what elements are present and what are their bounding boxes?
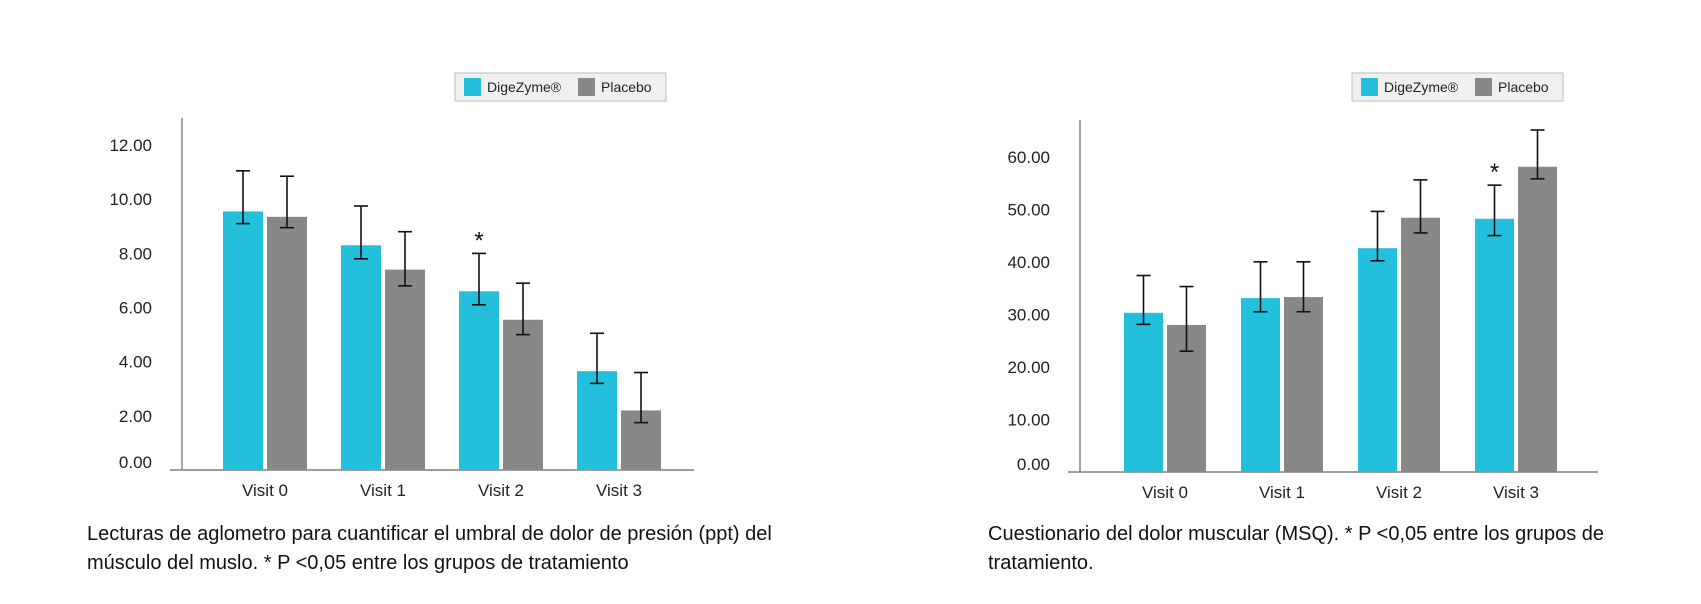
bar-digezyme-1: [341, 245, 381, 470]
y-tick-label: 40.00: [1007, 253, 1050, 272]
y-tick-label: 6.00: [119, 299, 152, 318]
legend-box: [454, 72, 667, 102]
bar-chart-pressure-threshold: 0.00 2.00 4.00 6.00 8.00 10.00 12.00 Visit 0 Vis…: [109, 72, 694, 500]
x-tick-label: Visit 3: [596, 481, 642, 500]
y-tick-label: 0.00: [119, 453, 152, 472]
chart-panel-msq: 0.00 10.00 20.00 30.00 40.00 50.00 60.00 Visit …: [850, 0, 1700, 604]
legend-label-placebo: Placebo: [1498, 79, 1549, 95]
chart-caption: Lecturas de aglometro para cuantificar e…: [87, 523, 772, 574]
y-tick-label: 4.00: [119, 353, 152, 372]
bar-digezyme-2: [1358, 248, 1397, 472]
y-tick-label: 0.00: [1017, 455, 1050, 474]
x-tick-label: Visit 0: [242, 481, 288, 500]
x-tick-label: Visit 2: [1376, 483, 1422, 502]
y-tick-label: 10.00: [1007, 410, 1050, 429]
x-tick-label: Visit 1: [360, 481, 406, 500]
legend-swatch-placebo: [578, 78, 595, 96]
y-tick-label: 60.00: [1007, 148, 1050, 167]
bar-placebo-3: [1518, 166, 1557, 472]
bar-digezyme-0: [1124, 312, 1163, 472]
legend-box: [1351, 72, 1564, 102]
chart-caption: Cuestionario del dolor muscular (MSQ). *…: [988, 523, 1605, 574]
bar-placebo-2: [1401, 217, 1440, 472]
y-tick-label: 30.00: [1007, 305, 1050, 324]
bar-digezyme-3: [1475, 218, 1514, 472]
legend-swatch-digezyme: [464, 78, 481, 96]
y-tick-label: 2.00: [119, 407, 152, 426]
legend-label-placebo: Placebo: [601, 79, 652, 95]
bar-digezyme-2: [459, 291, 499, 470]
y-tick-label: 10.00: [109, 190, 152, 209]
bar-placebo-1: [385, 269, 425, 470]
bar-placebo-2: [503, 319, 543, 470]
y-tick-label: 12.00: [109, 136, 152, 155]
x-tick-label: Visit 1: [1259, 483, 1305, 502]
y-tick-label: 20.00: [1007, 358, 1050, 377]
bar-placebo-0: [267, 216, 307, 470]
bar-placebo-1: [1284, 297, 1323, 472]
significance-marker: *: [1490, 159, 1499, 186]
bar-digezyme-3: [577, 371, 617, 470]
y-tick-label: 8.00: [119, 244, 152, 263]
significance-marker: *: [474, 227, 483, 254]
bar-digezyme-0: [223, 211, 263, 470]
legend: DigeZyme® Placebo: [454, 72, 667, 102]
x-tick-label: Visit 2: [478, 481, 524, 500]
legend-swatch-placebo: [1475, 78, 1492, 96]
y-tick-label: 50.00: [1007, 200, 1050, 219]
x-tick-label: Visit 0: [1142, 483, 1188, 502]
x-tick-label: Visit 3: [1493, 483, 1539, 502]
legend: DigeZyme® Placebo: [1351, 72, 1564, 102]
bar-chart-msq: 0.00 10.00 20.00 30.00 40.00 50.00 60.00 Visit …: [1007, 72, 1598, 502]
legend-swatch-digezyme: [1361, 78, 1378, 96]
legend-label-digezyme: DigeZyme®: [487, 79, 562, 95]
bar-digezyme-1: [1241, 298, 1280, 472]
chart-panel-pressure-threshold: 0.00 2.00 4.00 6.00 8.00 10.00 12.00 Visit 0 Vis…: [0, 0, 850, 604]
legend-label-digezyme: DigeZyme®: [1384, 79, 1459, 95]
